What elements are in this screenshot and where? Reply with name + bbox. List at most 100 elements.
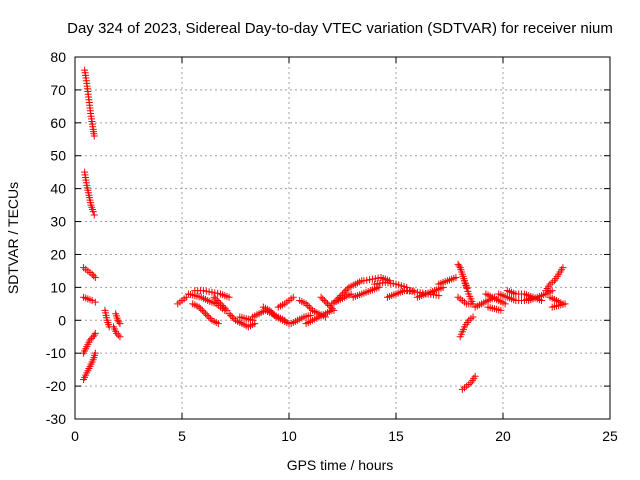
data-point [322, 298, 330, 306]
data-point [205, 288, 213, 296]
data-point [501, 300, 509, 308]
y-tick-label: 80 [50, 49, 66, 65]
data-point [90, 272, 98, 280]
data-point [363, 276, 371, 284]
data-point [90, 331, 98, 339]
chart-title: Day 324 of 2023, Sidereal Day-to-day VTE… [67, 20, 613, 37]
data-point [205, 313, 213, 321]
data-point [228, 313, 236, 321]
data-point [89, 208, 97, 216]
data-point [320, 297, 328, 305]
data-point [195, 303, 203, 311]
y-tick-label: 20 [50, 246, 66, 262]
x-tick-label: 20 [495, 428, 511, 444]
data-point [212, 295, 220, 303]
y-tick-label: 30 [50, 214, 66, 230]
data-point [217, 300, 225, 308]
data-point [198, 306, 206, 314]
data-point [343, 285, 351, 293]
data-point [306, 311, 314, 319]
data-point [304, 301, 312, 309]
data-point [116, 320, 124, 328]
y-tick-label: 50 [50, 148, 66, 164]
data-point [200, 308, 208, 316]
data-point [330, 306, 338, 314]
data-point [208, 288, 216, 296]
data-point [116, 333, 124, 341]
data-point [91, 273, 99, 281]
data-point [548, 287, 556, 295]
data-point [225, 310, 233, 318]
y-tick-label: -30 [46, 411, 66, 427]
data-point [342, 287, 350, 295]
data-point [91, 329, 99, 337]
data-point [307, 305, 315, 313]
data-point [221, 305, 229, 313]
data-point [305, 303, 313, 311]
data-point [203, 311, 211, 319]
data-point [225, 293, 233, 301]
y-tick-label: 60 [50, 115, 66, 131]
grid [75, 57, 610, 419]
data-point [214, 320, 222, 328]
x-tick-label: 5 [178, 428, 186, 444]
data-point [559, 264, 567, 272]
data-point [90, 132, 98, 140]
data-point [269, 310, 277, 318]
data-point [202, 287, 210, 295]
data-point [210, 293, 218, 301]
data-point [435, 292, 443, 300]
data-point [337, 292, 345, 300]
data-point [455, 262, 463, 270]
data-point [328, 305, 336, 313]
data-point [339, 290, 346, 298]
data-point [327, 303, 335, 311]
axis-ticks [74, 56, 611, 420]
y-tick-labels: -30 -20 -10 0 10 20 30 40 50 60 70 80 [46, 49, 66, 427]
data-point [452, 273, 460, 281]
x-tick-labels: 0 5 10 15 20 25 [71, 428, 618, 444]
data-point [220, 303, 228, 311]
data-point [214, 289, 222, 297]
x-tick-label: 10 [281, 428, 297, 444]
data-point [335, 293, 343, 301]
data-point [271, 311, 279, 319]
data-point [215, 298, 223, 306]
data-point [289, 293, 297, 301]
data-point [90, 211, 98, 219]
data-point [368, 275, 376, 283]
data-point [211, 289, 219, 297]
data-point [115, 318, 123, 326]
data-point [91, 298, 99, 306]
x-tick-label: 0 [71, 428, 79, 444]
data-point [471, 372, 479, 380]
data-point [497, 306, 505, 314]
data-point [340, 288, 348, 296]
data-point [113, 329, 121, 337]
y-tick-label: -20 [46, 378, 66, 394]
data-point [230, 315, 238, 323]
x-tick-label: 15 [388, 428, 404, 444]
data-point [218, 301, 226, 309]
data-point [319, 295, 327, 303]
data-point [213, 297, 221, 305]
data-point [332, 297, 340, 305]
data-point [375, 283, 383, 291]
data-point [317, 293, 325, 301]
data-point [202, 310, 210, 318]
data-point [91, 349, 99, 357]
x-tick-label: 25 [602, 428, 618, 444]
y-tick-label: 0 [58, 312, 66, 328]
y-axis-label: SDTVAR / TECUs [5, 182, 21, 294]
data-point [88, 297, 96, 305]
data-point [197, 305, 205, 313]
data-point [371, 275, 379, 283]
data-points [80, 66, 569, 393]
data-point [206, 315, 214, 323]
data-point [302, 300, 310, 308]
plot-frame [74, 56, 611, 420]
y-tick-label: 10 [50, 279, 66, 295]
data-point [469, 313, 477, 321]
data-point [199, 287, 207, 295]
